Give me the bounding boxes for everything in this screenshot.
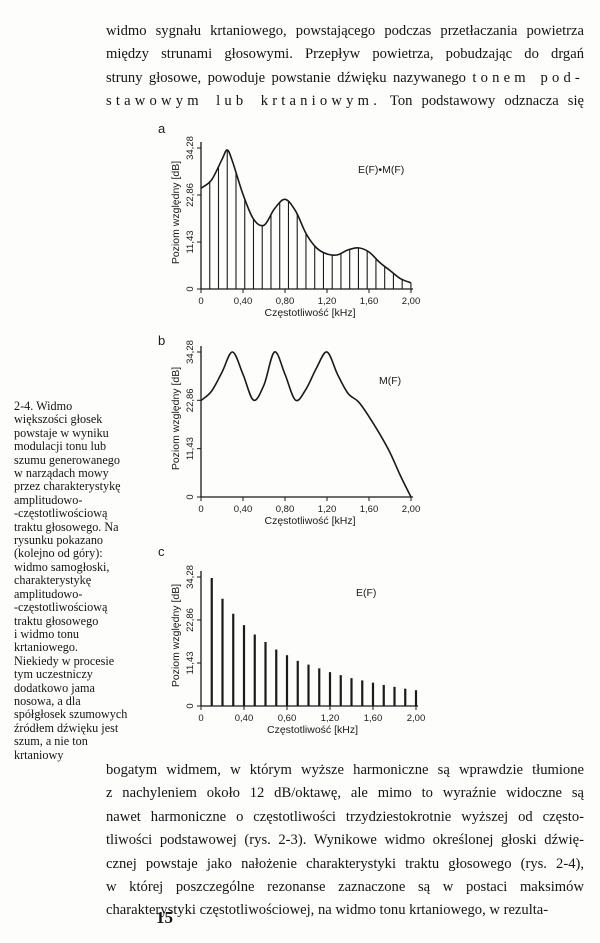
x-tick-label: 0,40	[234, 504, 253, 515]
text-line: tliwości podstawowej (rys. 2-3). Wynikow…	[106, 832, 584, 849]
x-tick-label: 1,60	[360, 504, 379, 515]
caption-line: -częstotliwościową	[14, 600, 108, 615]
text-line: struny głosowe, powoduje powstanie dźwię…	[106, 67, 584, 90]
figure-caption: 2-4. Widmo większości głosek powstaje w …	[14, 399, 154, 762]
caption-line: amplitudowo-	[14, 492, 83, 507]
x-tick-label: 0	[198, 713, 203, 724]
x-tick-label: 1,60	[364, 713, 383, 724]
envelope-curve	[200, 149, 412, 284]
x-tick-label: 1,60	[360, 296, 379, 307]
caption-line: rysunku pokazano	[14, 533, 104, 548]
chart-panel-c: c 0 0,40 0,60 1,20 1,60 2,00 Częstotliwość [kHz…	[158, 544, 425, 736]
x-axis-label: Częstotliwość [kHz]	[264, 307, 355, 319]
panel-letter: b	[158, 333, 165, 348]
y-tick-label: 22,86	[185, 388, 196, 412]
emphasized-term: tonem pod-	[472, 69, 584, 86]
y-tick-label: 34,28	[185, 340, 196, 364]
x-tick-label: 0,80	[276, 504, 295, 515]
y-tick-label: 11,43	[185, 651, 196, 674]
caption-line: Niekiedy w procesie	[14, 653, 115, 668]
y-tick-label: 34,28	[185, 565, 196, 589]
y-axis-label: Poziom względny [dB]	[170, 584, 182, 687]
chart-panel-b: b 0 0,40 0,80 1,20 1,60 2,00 Częstotliwość [kHz…	[158, 333, 420, 527]
x-tick-label: 0	[198, 296, 203, 307]
x-tick-label: 0,40	[234, 296, 253, 307]
text-line: stawowym lub krtaniowym. Ton podstawowy …	[106, 90, 584, 113]
caption-line: 2-4. Widmo	[14, 399, 73, 413]
text-line: z nachyleniem około 12 dB/oktawę, ale mi…	[106, 785, 584, 802]
x-tick-label: 0,80	[276, 296, 295, 307]
y-tick-label: 11,43	[185, 437, 196, 460]
series-label: E(F)•M(F)	[358, 164, 404, 176]
y-tick-label: 22,86	[185, 183, 196, 207]
caption-line: i widmo tonu	[14, 626, 80, 641]
x-tick-label: 1,20	[321, 713, 340, 724]
emphasized-term: stawowym lub krtaniowym.	[106, 93, 382, 110]
y-tick-label: 0	[185, 286, 196, 291]
paragraph-top: widmo sygnału krtaniowego, powstającego …	[106, 20, 584, 114]
text-line: w której poszczególne rezonanse zaznaczo…	[106, 879, 584, 896]
text-line: między strunami głosowymi. Przepływ powi…	[106, 46, 584, 63]
panel-letter: c	[158, 544, 165, 559]
caption-line: krtaniowy	[14, 747, 64, 762]
caption-line: większości głosek	[14, 412, 103, 427]
text-fragment: struny głosowe, powoduje powstanie dźwię…	[106, 69, 466, 86]
caption-line: (kolejno od góry):	[14, 546, 103, 561]
y-tick-label: 22,86	[185, 608, 196, 632]
y-tick-label: 0	[185, 703, 196, 708]
caption-line: amplitudowo-	[14, 586, 83, 601]
x-tick-label: 0,40	[235, 713, 254, 724]
caption-line: powstaje w wyniku	[14, 425, 109, 440]
caption-line: źródłem dźwięku jest	[14, 720, 119, 735]
x-tick-label: 2,00	[407, 713, 426, 724]
caption-line: szum, a nie ton	[14, 734, 88, 749]
y-axis-label: Poziom względny [dB]	[170, 367, 182, 470]
chart-panel-a: a 0 0,40 0,80 1,20 1,60 2,00 Częstotliwość [kHz…	[158, 121, 420, 319]
text-line: widmo sygnału krtaniowego, powstającego …	[106, 23, 584, 39]
series-label: M(F)	[379, 375, 401, 387]
text-line: cznej powstaje jako nałożenie charaktery…	[106, 855, 584, 872]
caption-line: widmo samogłoski,	[14, 559, 110, 574]
caption-line: modulacji tonu lub	[14, 439, 107, 454]
x-tick-label: 0	[198, 504, 203, 515]
panel-letter: a	[158, 121, 166, 136]
caption-line: w narządach mowy	[14, 466, 109, 481]
text-fragment: Ton podstawowy odznacza się	[389, 93, 584, 110]
caption-line: tym uczestniczy	[14, 667, 93, 682]
caption-line: -częstotliwościową	[14, 506, 108, 521]
y-tick-label: 34,28	[185, 136, 196, 160]
y-axis-label: Poziom względny [dB]	[170, 161, 182, 264]
text-line: nawet harmoniczne o częstotliwości trzyd…	[106, 808, 584, 825]
text-line: bogatym widmem, w którym wyższe harmonic…	[106, 762, 584, 778]
x-tick-label: 2,00	[402, 504, 421, 515]
x-tick-label: 1,20	[318, 504, 337, 515]
y-tick-label: 0	[185, 494, 196, 499]
y-tick-label: 11,43	[185, 230, 196, 253]
x-tick-label: 0,60	[278, 713, 297, 724]
caption-line: traktu głosowego. Na	[14, 519, 119, 534]
caption-line: traktu głosowego	[14, 613, 99, 628]
text-line: charakterystyki częstotliwościowej, na w…	[106, 902, 549, 919]
caption-line: przez charakterystykę	[14, 479, 121, 494]
series-label: E(F)	[356, 587, 376, 599]
x-axis-label: Częstotliwość [kHz]	[264, 515, 355, 527]
caption-line: charakterystykę	[14, 573, 92, 588]
caption-line: szumu generowanego	[14, 452, 120, 467]
paragraph-bottom: bogatym widmem, w którym wyższe harmonic…	[106, 759, 584, 923]
caption-line: spółgłosek szumowych	[14, 707, 128, 722]
page-number: 15	[156, 908, 173, 927]
envelope-curve	[200, 351, 412, 498]
x-tick-label: 2,00	[402, 296, 421, 307]
caption-line: dodatkowo jama	[14, 680, 95, 695]
caption-line: krtaniowego.	[14, 640, 78, 655]
caption-line: nosowa, a dla	[14, 693, 81, 708]
x-axis-label: Częstotliwość [kHz]	[267, 724, 358, 736]
x-tick-label: 1,20	[318, 296, 337, 307]
